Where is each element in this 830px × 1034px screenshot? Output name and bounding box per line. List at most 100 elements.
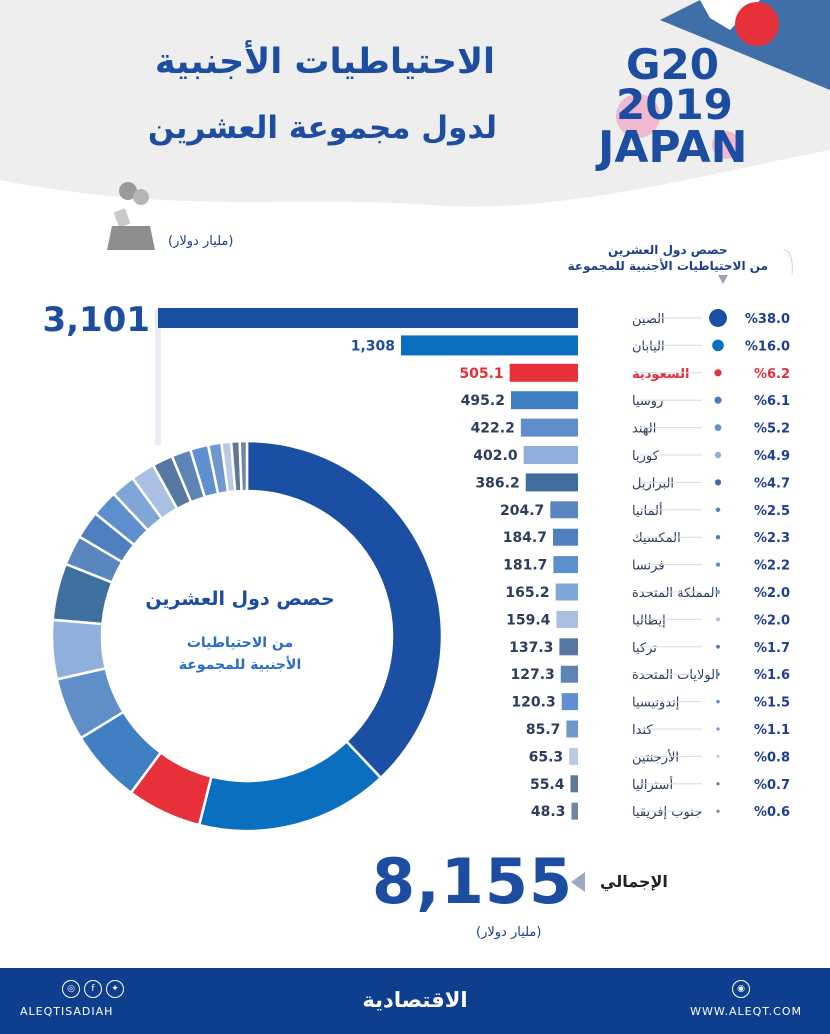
share-dot-7 [714,479,722,486]
globe-icon: ◉ [732,980,750,998]
bar-5 [520,418,578,437]
share-dot-19 [716,809,720,813]
footer-brand: الاقتصادية [362,988,468,1012]
share-dot-2 [712,339,724,352]
country-label-11: المملكة المتحدة [632,586,718,601]
share-dot-17 [716,754,720,759]
share-label-5: %5.2 [754,422,790,437]
country-label-3: السعودية [632,367,690,382]
facebook-icon[interactable]: f [84,980,102,998]
caption-bracket [783,249,793,276]
chart-layer: 3,101 الصين %38.0 1,308 اليابان %16.0 505.1 الس… [42,300,790,820]
bar-8 [550,501,578,519]
money-bag-icon [107,182,155,250]
donut-slice-19 [238,439,249,493]
donut-subtitle: من الاحتياطيات الأجنبية للمجموعة [140,632,340,676]
share-label-13: %1.7 [754,641,790,656]
country-label-14: الولايات المتحدة [632,668,719,683]
bar-13 [559,638,578,656]
value-label-17: 65.3 [529,749,564,765]
bar-10 [553,556,578,574]
share-label-9: %2.3 [754,531,790,546]
country-label-7: البرازيل [632,476,674,491]
footer-site[interactable]: WWW.ALEQT.COM [690,1005,802,1018]
bar-15 [561,693,578,711]
donut-subtitle-line1: من الاحتياطيات [186,635,294,651]
share-dot-9 [715,535,721,540]
bar-6 [523,446,578,464]
country-label-13: تركيا [632,641,657,656]
share-dot-13 [716,644,720,649]
value-label-14: 127.3 [510,667,554,683]
share-label-12: %2.0 [754,613,790,628]
g20-logo: G20 2019 JAPAN [598,40,813,175]
country-label-19: جنوب إفريقيا [632,805,702,820]
country-label-12: إيطاليا [632,613,666,628]
share-dot-1 [709,309,727,327]
bar-4 [510,391,578,410]
share-label-3: %6.2 [754,367,790,382]
share-dot-4 [714,396,722,404]
value-label-8: 204.7 [500,503,544,519]
bar-17 [569,747,578,765]
twitter-icon[interactable]: ✦ [106,980,124,998]
total-value: 8,155 [372,845,574,918]
share-dot-12 [715,617,721,622]
bar-2 [401,335,578,356]
value-label-4: 495.2 [461,393,505,409]
country-label-6: كوريا [632,449,660,464]
share-dot-6 [714,451,722,459]
bar-18 [570,775,578,793]
total-unit: (مليار دولار) [476,925,542,940]
share-label-2: %16.0 [745,339,790,354]
share-label-10: %2.2 [754,559,790,574]
cherry-blossom-icon [616,94,740,159]
share-dot-10 [715,562,721,567]
share-dot-15 [716,699,720,704]
share-label-1: %38.0 [745,312,790,327]
footer-handle[interactable]: ALEQTISADIAH [20,1005,114,1018]
bar-11 [555,583,578,601]
country-label-10: فرنسا [632,559,665,574]
share-dot-16 [716,727,720,731]
value-label-6: 402.0 [473,448,518,464]
donut-slice-2 [197,739,383,833]
bar-9 [553,528,578,546]
share-label-15: %1.5 [754,696,790,711]
value-label-19: 48.3 [531,804,566,820]
mountain-icon [660,0,830,90]
bar-16 [566,720,578,738]
value-label-1: 3,101 [42,300,150,340]
share-dot-14 [716,672,720,677]
unit-label: (مليار دولار) [168,234,234,249]
share-label-19: %0.6 [754,805,790,820]
share-label-7: %4.7 [754,476,790,491]
share-caption-line1: حصص دول العشرين [608,243,728,257]
logo-japan: JAPAN [598,122,748,173]
page-subtitle: لدول مجموعة العشرين [147,110,497,146]
bar-19 [571,802,578,820]
country-label-16: كندا [632,723,653,738]
footer: ◎ f ✦ ALEQTISADIAH الاقتصادية ◉ WWW.ALEQ… [0,968,830,1034]
value-label-12: 159.4 [506,612,551,628]
country-label-15: إندونيسيا [632,696,679,711]
sun-icon [735,2,779,46]
total-pointer [571,872,585,892]
share-dot-3 [714,369,722,377]
value-label-5: 422.2 [471,421,515,437]
value-label-3: 505.1 [459,366,503,382]
donut-subtitle-line2: الأجنبية للمجموعة [178,657,302,673]
share-dot-5 [714,424,722,431]
value-label-2: 1,308 [351,338,395,354]
bar-14 [560,665,578,683]
instagram-icon[interactable]: ◎ [62,980,80,998]
share-label-8: %2.5 [754,504,790,519]
total-label: الإجمالي [600,872,668,891]
share-label-6: %4.9 [754,449,790,464]
value-label-15: 120.3 [511,695,555,711]
country-label-5: الهند [632,422,656,437]
value-label-13: 137.3 [509,640,553,656]
value-label-7: 386.2 [475,475,519,491]
caption-pointer [718,275,728,284]
